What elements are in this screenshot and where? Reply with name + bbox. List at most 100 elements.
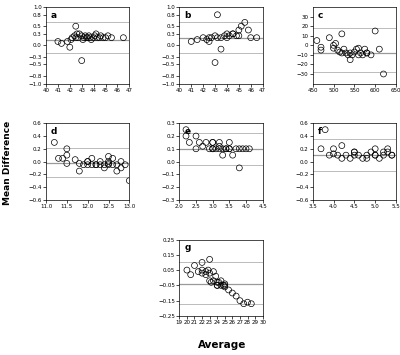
- Point: [64, 152, 70, 158]
- Point: [206, 270, 213, 276]
- Text: c: c: [318, 11, 323, 20]
- Point: [126, 178, 132, 184]
- Point: [372, 28, 378, 34]
- Point: [380, 152, 387, 158]
- Point: [84, 159, 91, 164]
- Point: [355, 45, 362, 51]
- Point: [222, 283, 228, 288]
- Point: [64, 39, 71, 44]
- Point: [221, 33, 228, 39]
- Text: Mean Difference: Mean Difference: [3, 121, 12, 206]
- Point: [216, 279, 222, 285]
- Point: [90, 35, 97, 40]
- Point: [226, 33, 232, 39]
- Point: [226, 146, 232, 152]
- Point: [230, 152, 236, 158]
- Point: [355, 52, 362, 58]
- Point: [376, 46, 382, 52]
- Point: [364, 155, 370, 161]
- Text: g: g: [184, 243, 191, 252]
- Point: [220, 152, 226, 158]
- Point: [372, 146, 378, 152]
- Point: [244, 299, 251, 305]
- Point: [64, 146, 70, 152]
- Point: [204, 37, 210, 43]
- Point: [206, 278, 213, 284]
- Point: [114, 168, 120, 174]
- Point: [69, 35, 75, 40]
- Point: [376, 155, 382, 161]
- Point: [206, 257, 213, 262]
- Point: [188, 272, 194, 278]
- Point: [347, 155, 353, 161]
- Point: [351, 49, 358, 55]
- Point: [364, 50, 370, 56]
- Point: [186, 140, 192, 145]
- Point: [105, 154, 112, 159]
- Point: [318, 44, 324, 50]
- Point: [339, 50, 345, 56]
- Point: [230, 31, 236, 37]
- Point: [55, 155, 62, 161]
- Point: [97, 159, 103, 164]
- Point: [245, 27, 252, 33]
- Point: [336, 49, 343, 55]
- Point: [351, 152, 358, 158]
- Point: [208, 279, 214, 285]
- Point: [212, 273, 219, 279]
- Text: f: f: [318, 127, 322, 136]
- Point: [216, 140, 222, 145]
- Point: [76, 31, 82, 37]
- Point: [364, 152, 370, 158]
- Point: [233, 293, 239, 299]
- Point: [105, 159, 112, 164]
- Point: [210, 278, 217, 284]
- Point: [222, 281, 228, 287]
- Point: [87, 35, 93, 40]
- Point: [238, 23, 244, 29]
- Point: [105, 160, 112, 166]
- Point: [218, 46, 224, 52]
- Point: [86, 33, 92, 39]
- Point: [318, 47, 324, 53]
- Point: [222, 284, 228, 290]
- Point: [102, 35, 109, 40]
- Point: [384, 149, 391, 155]
- Point: [188, 39, 194, 44]
- Point: [380, 71, 387, 77]
- Point: [101, 162, 108, 168]
- Point: [74, 31, 80, 37]
- Point: [214, 279, 220, 285]
- Point: [341, 46, 347, 52]
- Point: [368, 52, 374, 58]
- Point: [330, 151, 337, 157]
- Point: [83, 35, 90, 40]
- Point: [68, 37, 74, 43]
- Point: [213, 146, 219, 152]
- Point: [353, 46, 360, 52]
- Point: [347, 57, 353, 62]
- Point: [193, 133, 199, 139]
- Text: a: a: [51, 11, 57, 20]
- Point: [108, 35, 115, 40]
- Point: [229, 290, 236, 296]
- Point: [236, 165, 242, 171]
- Point: [224, 31, 230, 37]
- Point: [199, 270, 205, 276]
- Point: [206, 39, 212, 44]
- Point: [224, 35, 230, 40]
- Point: [360, 155, 366, 161]
- Point: [351, 149, 358, 155]
- Text: Average: Average: [198, 340, 246, 350]
- Point: [332, 40, 339, 46]
- Point: [214, 283, 220, 288]
- Point: [226, 146, 232, 152]
- Point: [114, 162, 120, 168]
- Point: [343, 152, 349, 158]
- Point: [82, 33, 88, 39]
- Point: [203, 269, 209, 274]
- Point: [218, 35, 224, 40]
- Point: [220, 146, 226, 152]
- Point: [206, 146, 212, 152]
- Point: [93, 162, 99, 168]
